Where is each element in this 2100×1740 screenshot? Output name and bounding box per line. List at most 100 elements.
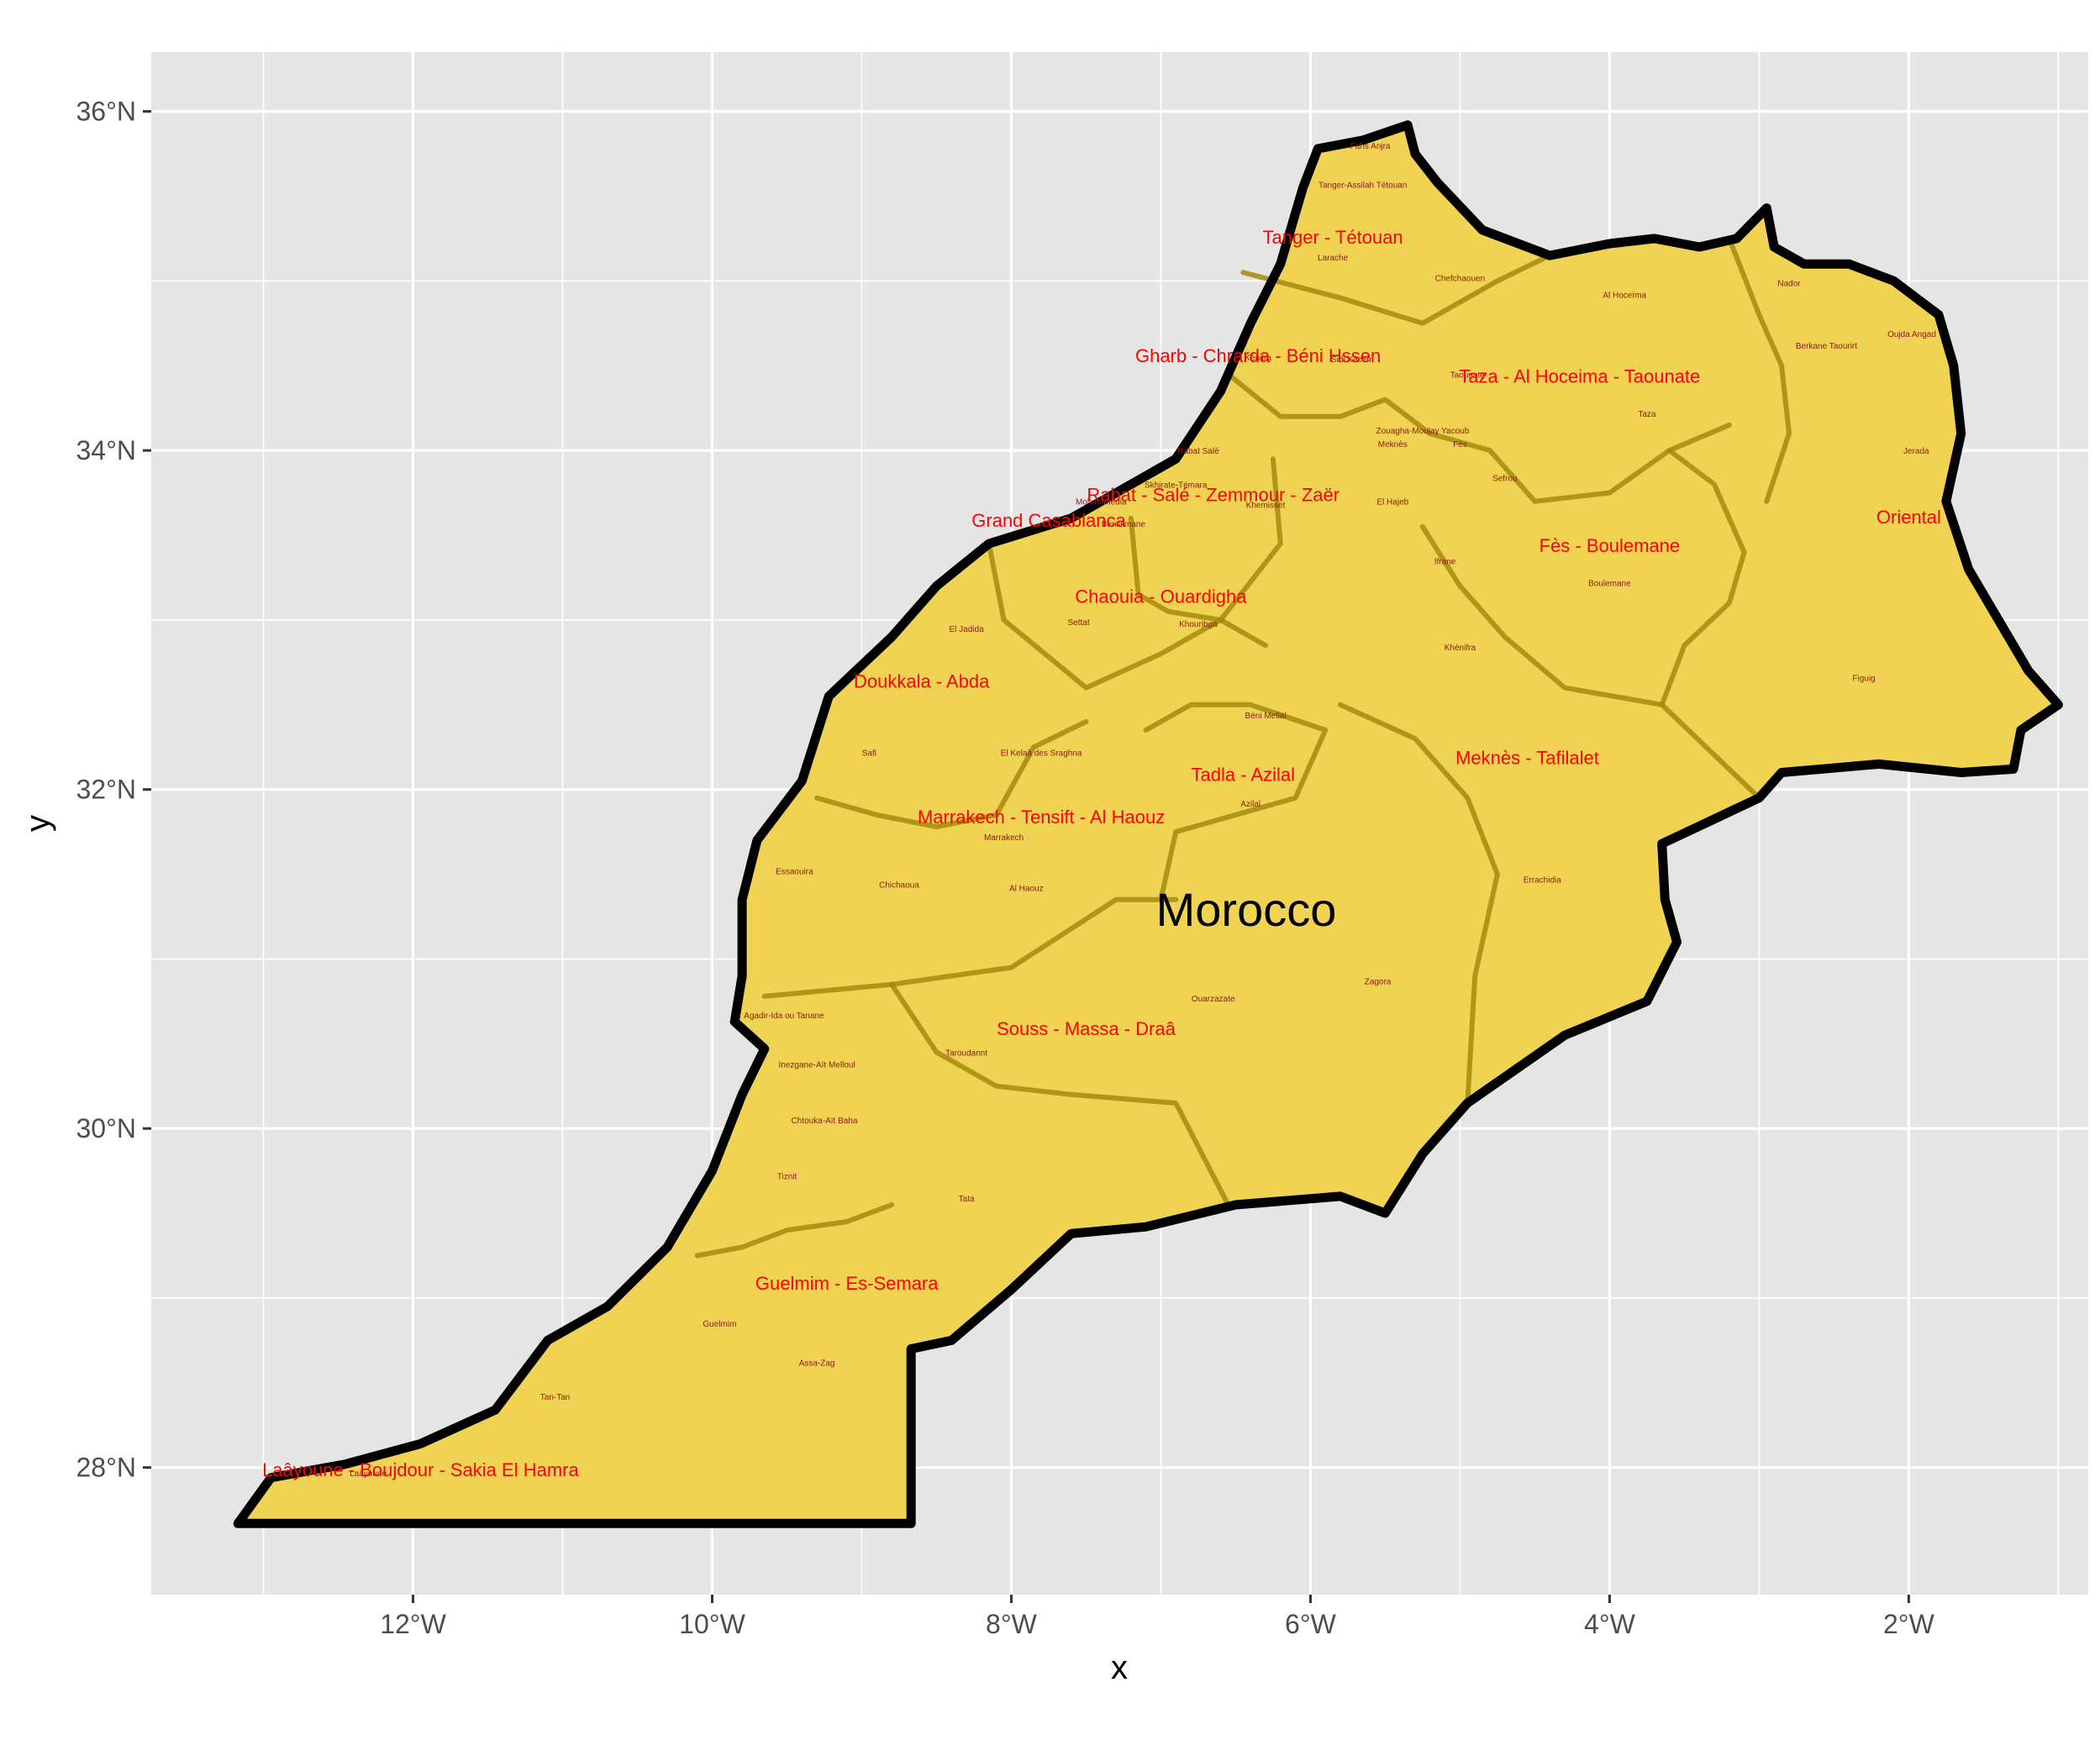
region-label: Taza - Al Hoceima - Taounate xyxy=(1459,365,1700,386)
region-label: Chaouia - Ouardigha xyxy=(1075,586,1247,607)
region-border xyxy=(761,896,1179,999)
province-label: Larache xyxy=(1318,254,1349,263)
y-tick-label: 36°N xyxy=(76,97,137,127)
province-label: Figuig xyxy=(1852,675,1875,684)
province-label: Boulemane xyxy=(1588,580,1631,589)
region-label: Gharb - Chrarda - Béni Hssen xyxy=(1135,345,1381,366)
region-border xyxy=(1143,702,1329,902)
province-label: Khemisset xyxy=(1246,502,1286,511)
region-label: Grand Casablanca xyxy=(971,510,1126,531)
region-label: Tadla - Azilal xyxy=(1192,765,1296,786)
region-label: Oriental xyxy=(1876,507,1941,528)
province-label: Béni Mellal xyxy=(1245,712,1287,721)
region-label: Meknès - Tafilalet xyxy=(1455,747,1599,768)
province-label: El Hajeb xyxy=(1376,498,1408,507)
province-label: Sidi Kacem xyxy=(1331,355,1374,365)
province-label: Fahs Anjra xyxy=(1350,142,1391,151)
region-border xyxy=(1240,253,1553,326)
region-label: Laâyoune - Boujdour - Sakia El Hamra xyxy=(262,1459,579,1480)
province-label: Skhirate-Témara xyxy=(1145,481,1208,491)
province-labels: Fahs Anjra Tanger-Assilah Tétouan Larache C… xyxy=(350,142,1936,1479)
province-label: Taza xyxy=(1638,410,1656,419)
x-axis: 12°W 10°W 8°W 6°W 4°W 2°W xyxy=(380,1595,1935,1639)
country-label: Morocco xyxy=(1156,883,1337,936)
province-label: Khénifra xyxy=(1445,644,1476,653)
region-border xyxy=(986,541,1268,691)
province-label: Chichaoua xyxy=(879,881,919,891)
province-label: Jerada xyxy=(1903,447,1929,456)
region-border xyxy=(1338,702,1500,1106)
province-label: Taounate xyxy=(1450,371,1486,380)
province-label: Mohammedia xyxy=(1076,498,1127,507)
province-label: Tan-Tan xyxy=(540,1393,571,1402)
province-label: Taroudannt xyxy=(945,1049,987,1058)
region-border xyxy=(1726,235,1792,504)
x-tick-label: 12°W xyxy=(380,1609,446,1639)
province-label: Safi xyxy=(862,749,876,758)
province-label: Khouribga xyxy=(1179,620,1218,629)
region-border xyxy=(1427,422,1732,504)
province-label: Errachidia xyxy=(1524,876,1561,886)
province-label: Tata xyxy=(959,1195,975,1204)
province-label: El Jadida xyxy=(950,625,985,634)
region-labels: Tanger - Tétouan Gharb - Chrarda - Béni H… xyxy=(262,227,1941,1480)
province-label: Fès xyxy=(1453,440,1467,449)
region-border xyxy=(889,981,1231,1207)
region-border xyxy=(694,1202,895,1259)
province-label: Tanger-Assilah Tétouan xyxy=(1318,181,1407,190)
x-tick-label: 6°W xyxy=(1285,1609,1337,1639)
province-label: El Kelaâ des Sraghna xyxy=(1001,749,1082,758)
region-border xyxy=(1225,371,1433,436)
region-label: Marrakech - Tensift - Al Haouz xyxy=(918,807,1165,828)
province-label: Chefchaouen xyxy=(1435,274,1486,283)
region-label: Rabat - Salé - Zemmour - Zaër xyxy=(1087,485,1339,506)
province-label: Meknès xyxy=(1378,440,1408,449)
province-label: Marrakech xyxy=(984,833,1024,843)
province-label: Essaouira xyxy=(776,868,813,877)
province-label: Zagora xyxy=(1365,978,1392,987)
province-label: Sefrou xyxy=(1492,474,1517,483)
morocco-fill xyxy=(238,124,2059,1524)
x-tick-label: 10°W xyxy=(679,1609,745,1639)
region-borders xyxy=(694,235,1792,1259)
province-label: Benslimane xyxy=(1102,520,1146,529)
y-tick-label: 32°N xyxy=(76,775,137,805)
region-border xyxy=(814,718,1089,829)
x-tick-label: 8°W xyxy=(986,1609,1038,1639)
y-tick-label: 28°N xyxy=(76,1453,137,1483)
province-label: Nador xyxy=(1777,279,1801,288)
y-tick-label: 34°N xyxy=(76,435,137,465)
country-fill xyxy=(238,124,2059,1524)
region-border xyxy=(1128,456,1283,623)
y-axis: 36°N 34°N 32°N 30°N 28°N xyxy=(76,97,151,1483)
province-label: Ifrane xyxy=(1434,557,1456,566)
province-label: Zouagha-Moulay Yacoub xyxy=(1376,427,1469,436)
province-label: Guelmim xyxy=(703,1320,736,1329)
region-label: Souss - Massa - Draâ xyxy=(997,1018,1176,1039)
province-label: Azilal xyxy=(1240,800,1261,809)
province-label: Rabat Salé xyxy=(1177,447,1219,456)
province-label: Assa-Zag xyxy=(799,1359,835,1369)
y-axis-title: y xyxy=(19,815,56,832)
region-label: Doukkala - Abda xyxy=(854,671,990,692)
province-label: Ouarzazate xyxy=(1192,995,1235,1004)
province-label: Kénitra xyxy=(1245,354,1271,363)
region-border xyxy=(1419,523,1665,707)
region-label: Fès - Boulemane xyxy=(1539,535,1681,556)
province-label: Settat xyxy=(1068,618,1090,628)
region-label: Tanger - Tétouan xyxy=(1263,227,1403,248)
y-tick-label: 30°N xyxy=(76,1113,137,1143)
x-tick-label: 4°W xyxy=(1584,1609,1636,1639)
x-tick-label: 2°W xyxy=(1883,1609,1935,1639)
province-label: Chtouka-Aït Baha xyxy=(792,1117,858,1126)
province-label: Inezgane-Aït Melloul xyxy=(779,1061,855,1070)
region-label: Guelmim - Es-Semara xyxy=(755,1273,939,1294)
province-label: Agadir-Ida ou Tanane xyxy=(744,1012,824,1021)
province-label: Berkane Taourirt xyxy=(1796,342,1857,351)
province-label: Tiznit xyxy=(777,1173,797,1182)
province-label: Al Haouz xyxy=(1009,885,1044,894)
province-label: Al Hoceïma xyxy=(1603,292,1646,301)
x-axis-title: x xyxy=(1111,1649,1128,1686)
